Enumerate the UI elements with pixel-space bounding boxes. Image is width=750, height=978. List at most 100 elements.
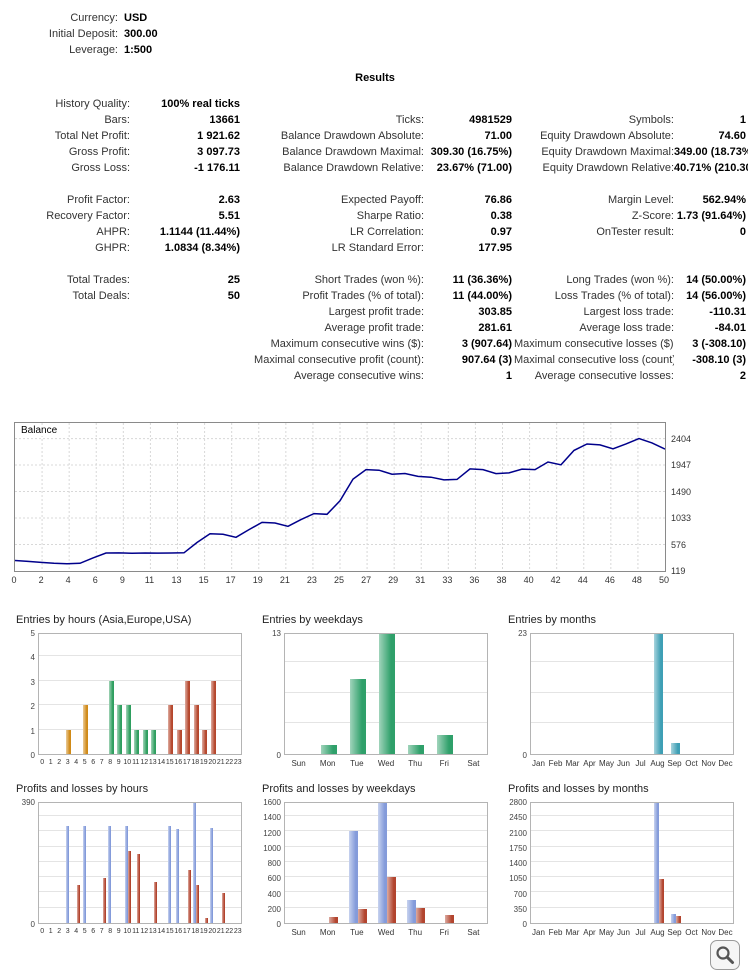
y-axis-label: 2404 — [671, 433, 692, 444]
x-axis-label: Aug — [650, 759, 665, 768]
bar — [379, 634, 395, 754]
bar-loss — [103, 878, 106, 923]
bar — [143, 730, 148, 754]
chart-title: Profits and losses by months — [508, 783, 649, 795]
x-axis-label: 19 — [252, 575, 263, 585]
bar — [134, 730, 139, 754]
stat-label: Equity Drawdown Relative: — [542, 162, 674, 174]
y-axis-label: 1000 — [263, 843, 281, 853]
y-axis-label: 0 — [522, 751, 527, 760]
stat-label: Average consecutive losses: — [534, 370, 674, 382]
x-axis-label: 25 — [333, 575, 345, 585]
stat-value: 40.71% (210.30) — [674, 162, 748, 174]
stat-value: 177.95 — [478, 242, 512, 254]
balance-y-axis: 2404 1947 1490 1033 576 119 — [671, 422, 731, 576]
x-axis-label: 9 — [119, 575, 125, 585]
stat-value: 50 — [227, 290, 240, 302]
chart-plot — [38, 802, 242, 924]
x-axis-label: 6 — [91, 759, 96, 766]
x-axis-label: 17 — [182, 928, 191, 935]
info-label: Initial Deposit: — [48, 28, 118, 40]
x-axis-label: 10 — [123, 928, 132, 935]
y-axis-label: 0 — [30, 751, 35, 760]
x-axis-label: 3 — [65, 928, 70, 935]
stat-label: Short Trades (won %): — [314, 274, 424, 286]
y-axis-label: 1750 — [509, 843, 527, 853]
x-axis-label: 38 — [496, 575, 507, 585]
x-axis-label: 21 — [279, 575, 290, 585]
stat-value: 3 (907.64) — [461, 338, 512, 350]
info-value: 300.00 — [124, 28, 158, 40]
bar-loss — [196, 885, 199, 923]
magnifier-icon — [716, 946, 734, 964]
stats-row: Gross Profit: 3 097.73 Balance Drawdown Ma… — [2, 144, 748, 160]
bar-profit — [168, 826, 171, 923]
x-axis-label: Jul — [635, 928, 646, 937]
stat-value: 76.86 — [484, 194, 512, 206]
y-axis-label: 0 — [276, 751, 281, 760]
stat-value: 562.94% — [702, 194, 746, 206]
small-chart-entries-by-weekdays: Entries by weekdays 0 13 Sun Mon Tue Wed Thu Fri… — [260, 614, 490, 769]
stat-empty — [2, 320, 130, 336]
bar-profit — [108, 826, 111, 923]
stats-row: Average consecutive wins: 1 Average consec… — [2, 368, 748, 384]
x-axis-label: 29 — [388, 575, 399, 585]
bar-loss — [387, 877, 396, 923]
x-axis-label: 48 — [631, 575, 642, 585]
stat-empty — [674, 240, 748, 256]
x-axis-label: 14 — [157, 759, 166, 766]
zoom-button[interactable] — [710, 940, 740, 970]
bar — [202, 730, 207, 754]
x-axis-label: 9 — [116, 759, 121, 766]
x-axis-label: 17 — [225, 575, 236, 585]
y-axis-label: 390 — [21, 798, 35, 807]
bar-loss — [188, 870, 191, 923]
stat-value: 23.67% (71.00) — [436, 162, 512, 174]
y-axis-label: 700 — [513, 889, 527, 899]
stats-row: GHPR: 1.0834 (8.34%) LR Standard Error: 177… — [2, 240, 748, 256]
stat-label: Gross Profit: — [68, 146, 130, 158]
bar-loss — [128, 851, 131, 923]
x-axis-label: Mar — [565, 928, 580, 937]
bar-profit — [83, 826, 86, 923]
y-axis-label: 350 — [513, 904, 527, 914]
stat-value: 25 — [227, 274, 240, 286]
stats-row: Total Trades: 25 Short Trades (won %): 11 (… — [2, 272, 748, 288]
bar — [185, 681, 190, 754]
x-axis-label: 17 — [182, 759, 191, 766]
x-axis-label: 18 — [191, 759, 200, 766]
x-axis-label: Jun — [617, 928, 630, 937]
bar-profit — [193, 803, 196, 923]
y-axis-label: 800 — [267, 859, 281, 868]
stat-value: 13661 — [209, 114, 240, 126]
stat-value: 2.63 — [218, 194, 240, 206]
balance-line-chart — [14, 423, 666, 571]
bar-profit — [176, 829, 179, 923]
x-axis-label: 7 — [99, 759, 104, 766]
bar — [437, 735, 453, 754]
info-label: Leverage: — [69, 44, 118, 56]
bar — [408, 745, 424, 754]
stat-value: 349.00 (18.73%) — [674, 146, 748, 158]
stat-value: 0 — [739, 226, 746, 238]
y-axis-label: 1200 — [263, 828, 281, 838]
bar-loss — [154, 882, 157, 923]
y-axis-label: 2800 — [509, 798, 527, 807]
bar-loss — [358, 909, 367, 923]
stat-value: 281.61 — [478, 322, 512, 334]
y-axis-label: 600 — [267, 874, 281, 884]
stat-label: Balance Drawdown Relative: — [283, 162, 424, 174]
x-axis-label: Jul — [635, 759, 646, 768]
bar — [168, 705, 173, 754]
stat-label: Z-Score: — [631, 210, 674, 222]
stat-value: 1 921.62 — [197, 130, 240, 142]
y-axis-label: 2 — [30, 702, 35, 712]
x-axis-label: 16 — [174, 759, 183, 766]
x-axis-label: May — [598, 759, 615, 768]
x-axis-label: 8 — [108, 928, 113, 935]
x-axis-label: 22 — [225, 928, 234, 935]
y-axis-label: 0 — [30, 920, 35, 929]
stats-row: Average profit trade: 281.61 Average loss … — [2, 320, 748, 336]
stat-label: Maximal consecutive profit (count): — [254, 354, 424, 366]
y-axis-label: 3 — [30, 677, 35, 687]
